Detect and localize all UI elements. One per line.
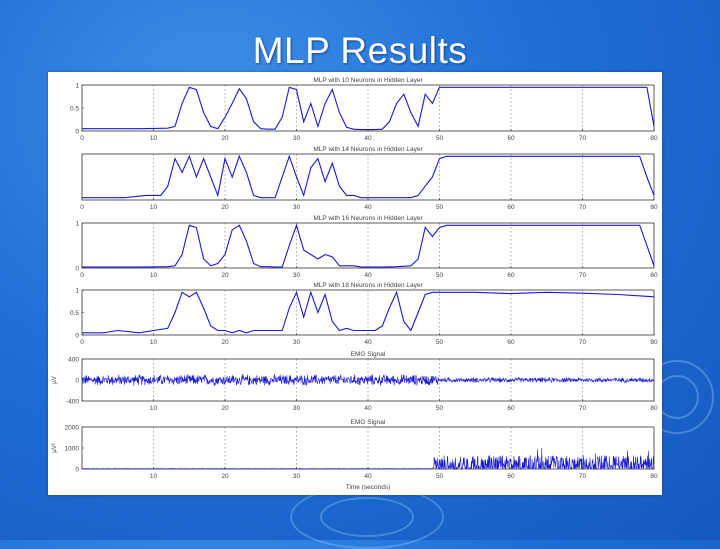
x-tick-label: 50 bbox=[436, 405, 444, 412]
x-tick-label: 30 bbox=[293, 339, 301, 346]
subplot-title: MLP with 16 Neurons in Hidden Layer bbox=[313, 215, 423, 222]
x-tick-label: 80 bbox=[650, 405, 658, 412]
x-tick-label: 70 bbox=[579, 135, 587, 142]
subplot-title: EMG Signal bbox=[351, 419, 386, 426]
y-tick-label: 1 bbox=[75, 288, 79, 295]
subplot-title: MLP with 14 Neurons in Hidden Layer bbox=[313, 146, 423, 153]
y-axis-label: µV bbox=[52, 376, 58, 383]
y-tick-label: 1000 bbox=[65, 446, 80, 453]
x-tick-label: 40 bbox=[364, 272, 372, 279]
x-tick-label: 0 bbox=[80, 204, 84, 211]
x-tick-label: 50 bbox=[436, 204, 444, 211]
x-tick-label: 30 bbox=[293, 272, 301, 279]
subplot-title: MLP with 18 Neurons in Hidden Layer bbox=[313, 282, 423, 289]
x-tick-label: 70 bbox=[579, 405, 587, 412]
x-tick-label: 50 bbox=[436, 272, 444, 279]
y-tick-label: 0 bbox=[75, 333, 79, 340]
series-line bbox=[81, 373, 655, 386]
axes-frame bbox=[81, 358, 655, 402]
x-tick-label: 80 bbox=[650, 339, 658, 346]
x-tick-label: 0 bbox=[80, 339, 84, 346]
x-tick-label: 30 bbox=[293, 405, 301, 412]
subplot-2: MLP with 14 Neurons in Hidden Layer 0 10 20… bbox=[80, 146, 658, 211]
x-tick-label: 60 bbox=[507, 339, 515, 346]
x-tick-label: 50 bbox=[436, 339, 444, 346]
series-line bbox=[82, 154, 655, 199]
axes-frame bbox=[81, 153, 655, 201]
chart-figure: MLP with 10 Neurons in Hidden Layer 0 10 20… bbox=[48, 72, 662, 495]
y-axis-label: µV² bbox=[52, 443, 58, 452]
x-tick-label: 20 bbox=[221, 339, 229, 346]
y-tick-label: 0.5 bbox=[70, 310, 79, 317]
x-tick-label: 20 bbox=[221, 204, 229, 211]
x-tick-label: 70 bbox=[579, 272, 587, 279]
x-tick-label: 30 bbox=[293, 135, 301, 142]
y-tick-label: 0 bbox=[75, 467, 79, 474]
x-tick-label: 10 bbox=[150, 135, 158, 142]
y-tick-label: 2000 bbox=[65, 425, 80, 432]
series-line bbox=[82, 290, 655, 334]
x-axis-label: Time (seconds) bbox=[346, 484, 391, 491]
x-tick-label: 20 bbox=[221, 272, 229, 279]
series-line bbox=[82, 223, 655, 268]
x-tick-label: 20 bbox=[221, 135, 229, 142]
x-tick-label: 30 bbox=[293, 473, 301, 480]
x-tick-label: 40 bbox=[364, 339, 372, 346]
x-tick-label: 50 bbox=[436, 473, 444, 480]
x-tick-label: 20 bbox=[221, 405, 229, 412]
x-tick-label: 80 bbox=[650, 204, 658, 211]
x-tick-label: 40 bbox=[364, 135, 372, 142]
x-tick-label: 0 bbox=[80, 272, 84, 279]
x-tick-label: 60 bbox=[507, 473, 515, 480]
y-tick-label: 1 bbox=[75, 221, 79, 228]
slide-title: MLP Results bbox=[252, 30, 468, 71]
y-tick-label: 0.5 bbox=[70, 106, 79, 113]
x-tick-label: 60 bbox=[507, 405, 515, 412]
y-tick-label: 400 bbox=[68, 357, 79, 364]
x-tick-label: 10 bbox=[150, 204, 158, 211]
x-tick-label: 10 bbox=[150, 272, 158, 279]
x-tick-label: 40 bbox=[364, 204, 372, 211]
x-tick-label: 40 bbox=[364, 473, 372, 480]
y-tick-label: 0 bbox=[75, 266, 79, 273]
x-tick-label: 10 bbox=[150, 473, 158, 480]
x-tick-label: 70 bbox=[579, 473, 587, 480]
subplot-title: MLP with 10 Neurons in Hidden Layer bbox=[313, 77, 423, 84]
x-tick-label: 60 bbox=[507, 272, 515, 279]
x-tick-label: 60 bbox=[507, 204, 515, 211]
y-tick-label: 0 bbox=[75, 378, 79, 385]
x-tick-label: 0 bbox=[80, 135, 84, 142]
subplot-6: EMG Signal 10 20 30 40 50 60 70 80 0 1000 2000 µV² Ti… bbox=[52, 419, 658, 491]
x-tick-label: 40 bbox=[364, 405, 372, 412]
x-tick-label: 80 bbox=[650, 135, 658, 142]
x-tick-label: 20 bbox=[221, 473, 229, 480]
x-tick-label: 60 bbox=[507, 135, 515, 142]
x-tick-label: 80 bbox=[650, 473, 658, 480]
axes-frame bbox=[81, 222, 655, 269]
y-tick-label: 0 bbox=[75, 129, 79, 136]
x-tick-label: 50 bbox=[436, 135, 444, 142]
subplot-5: EMG Signal 10 20 30 40 50 60 70 80 -400 0 400 µV bbox=[52, 351, 658, 412]
axes-frame bbox=[81, 426, 655, 470]
x-tick-label: 70 bbox=[579, 339, 587, 346]
x-tick-label: 10 bbox=[150, 339, 158, 346]
ripple-decoration bbox=[320, 497, 414, 537]
y-tick-label: 1 bbox=[75, 83, 79, 90]
x-tick-label: 70 bbox=[579, 204, 587, 211]
x-tick-label: 10 bbox=[150, 405, 158, 412]
axes-frame bbox=[81, 84, 655, 132]
axes-frame bbox=[81, 289, 655, 336]
x-tick-label: 30 bbox=[293, 204, 301, 211]
series-line bbox=[82, 86, 655, 131]
y-tick-label: -400 bbox=[66, 399, 79, 406]
series-line bbox=[81, 447, 655, 471]
subplot-title: EMG Signal bbox=[351, 351, 386, 358]
x-tick-label: 80 bbox=[650, 272, 658, 279]
